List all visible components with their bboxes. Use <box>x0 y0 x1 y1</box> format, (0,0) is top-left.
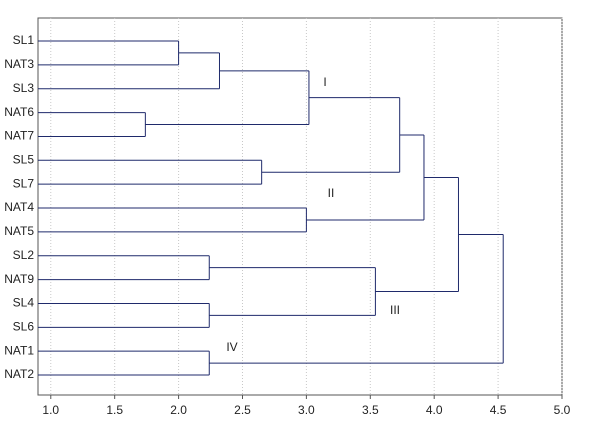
leaf-label: NAT9 <box>4 272 34 286</box>
x-tick-label: 4.5 <box>490 403 507 417</box>
x-tick-label: 3.5 <box>362 403 379 417</box>
x-tick-label: 5.0 <box>554 403 571 417</box>
leaf-label: NAT7 <box>4 129 34 143</box>
x-tick-label: 3.0 <box>298 403 315 417</box>
x-tick-label: 1.5 <box>106 403 123 417</box>
x-tick-label: 2.5 <box>234 403 251 417</box>
leaf-label: SL1 <box>13 33 35 47</box>
leaf-label: SL7 <box>13 176 35 190</box>
leaf-label: NAT5 <box>4 224 34 238</box>
leaf-label: NAT1 <box>4 343 34 357</box>
leaf-label: SL5 <box>13 152 35 166</box>
plot-frame <box>37 17 563 396</box>
x-tick-label: 2.0 <box>170 403 187 417</box>
leaf-label: SL6 <box>13 319 35 333</box>
leaf-label: NAT6 <box>4 105 34 119</box>
leaf-label: NAT4 <box>4 200 34 214</box>
leaf-label: SL3 <box>13 81 35 95</box>
cluster-label: IV <box>226 340 237 354</box>
leaf-label: SL4 <box>13 296 35 310</box>
x-tick-label: 1.0 <box>42 403 59 417</box>
leaf-label: NAT2 <box>4 367 34 381</box>
leaf-label: NAT3 <box>4 57 34 71</box>
leaf-label: SL2 <box>13 248 35 262</box>
cluster-label: III <box>390 303 400 317</box>
cluster-label: II <box>328 186 335 200</box>
x-tick-label: 4.0 <box>426 403 443 417</box>
cluster-label: I <box>323 75 326 89</box>
